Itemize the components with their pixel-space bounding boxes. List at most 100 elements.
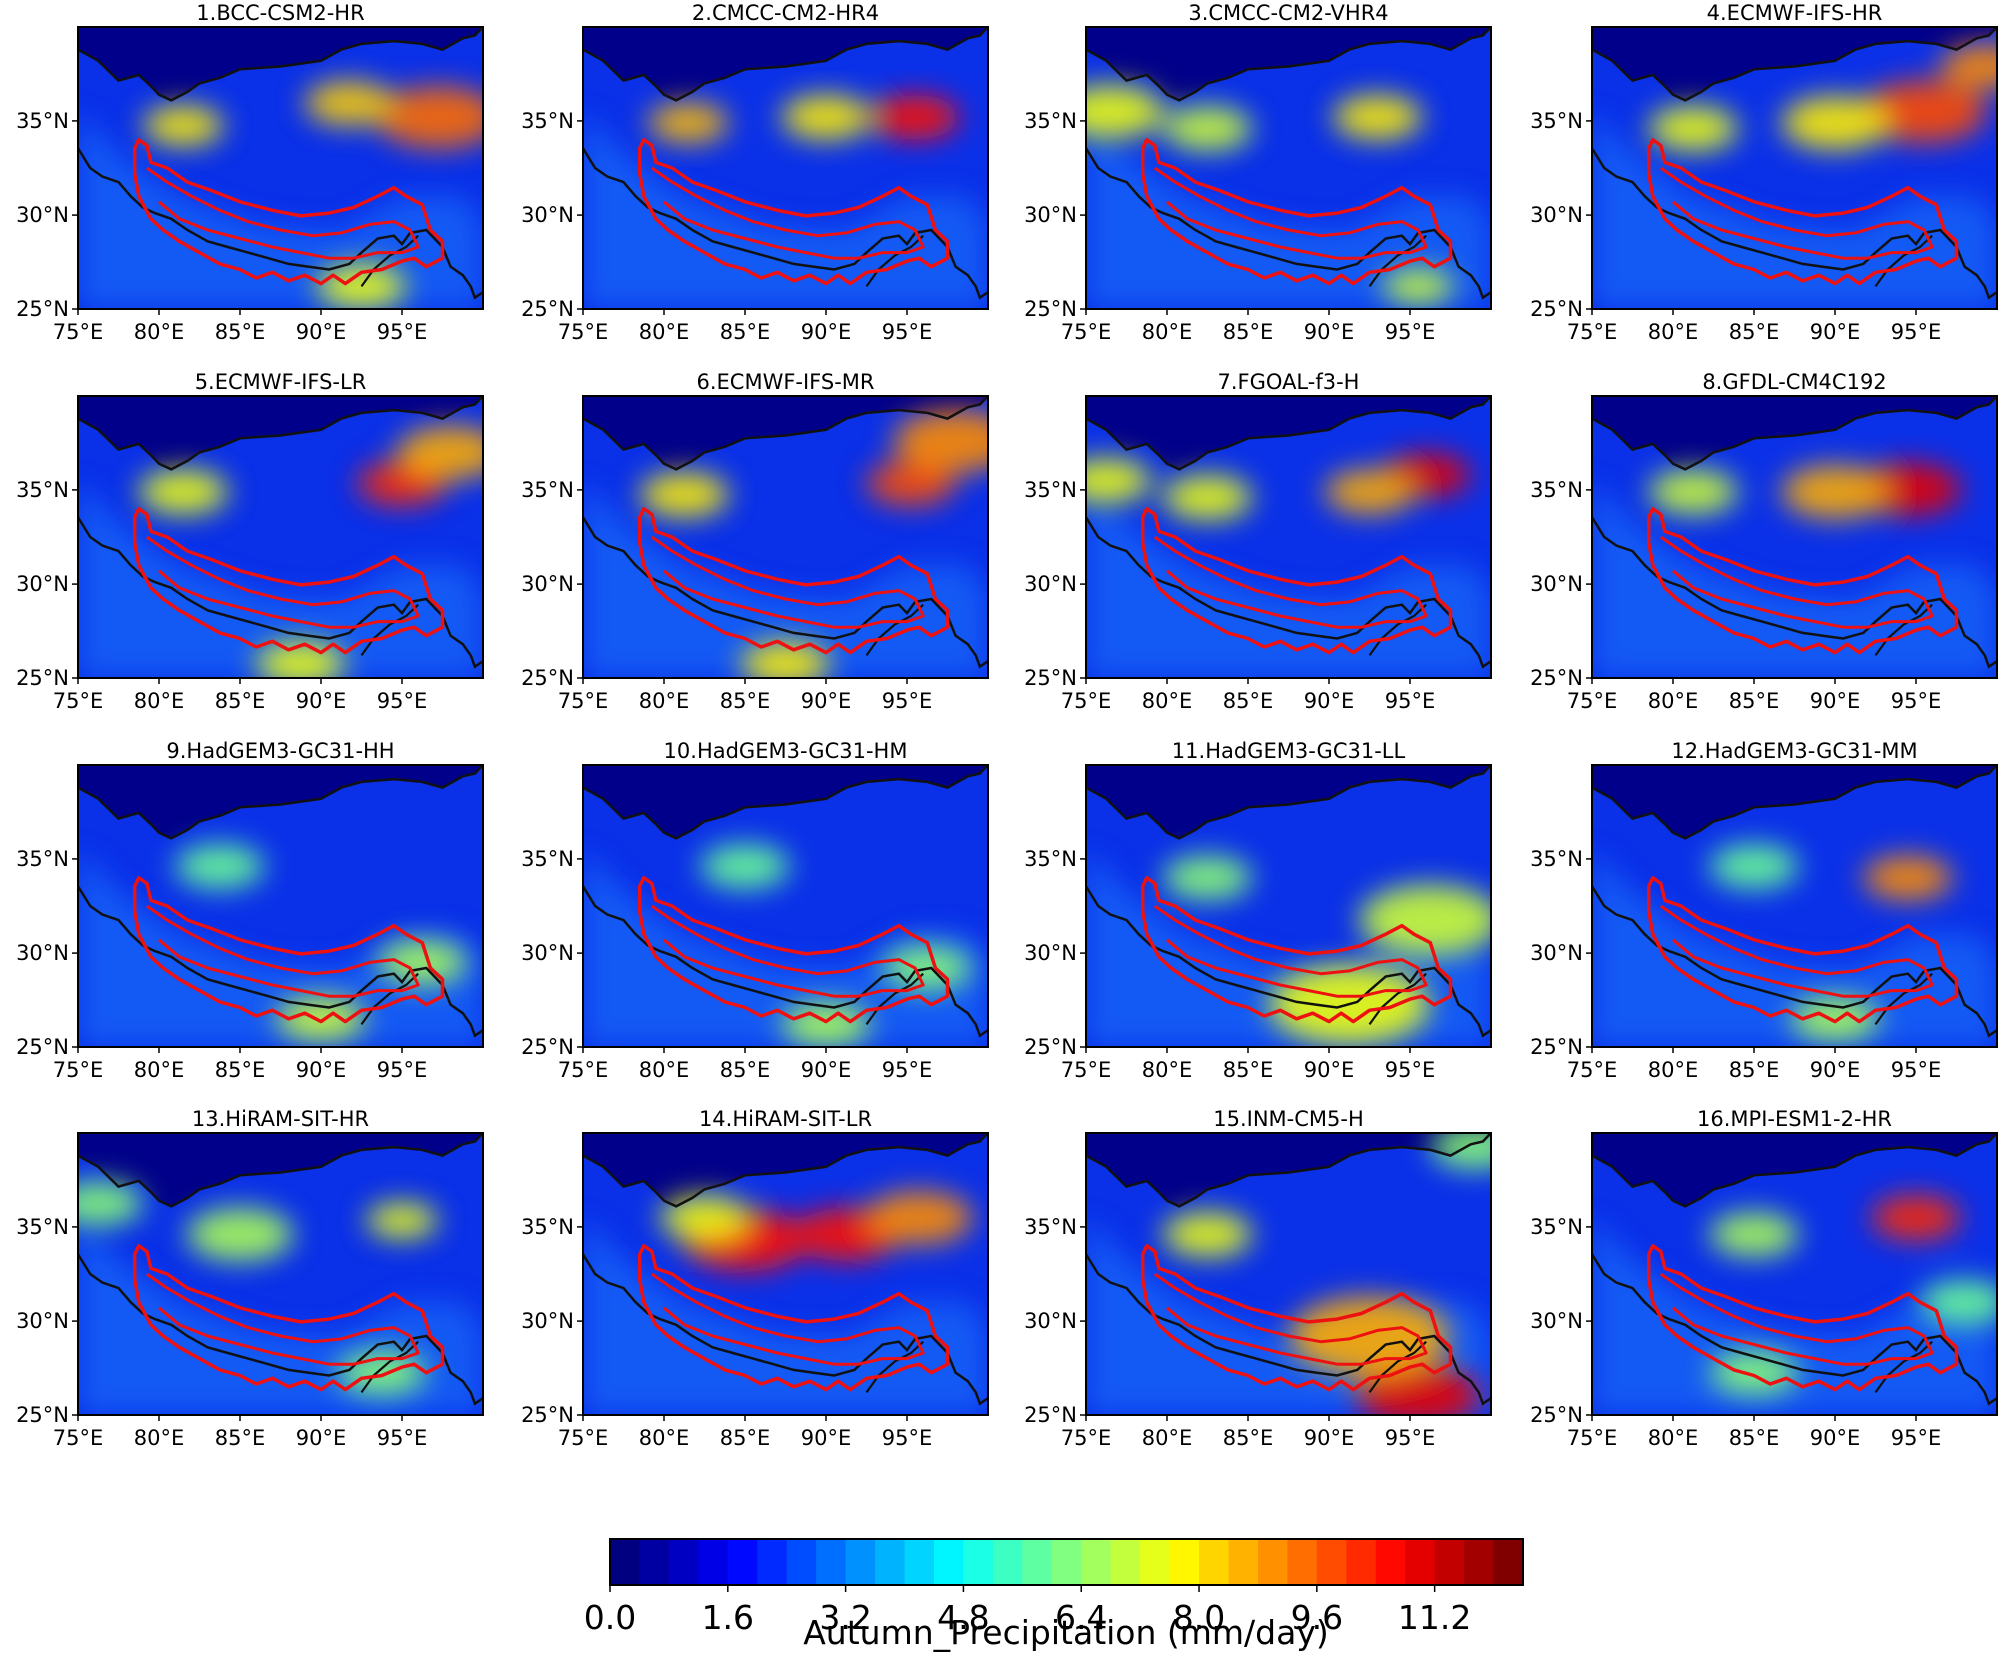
country-border bbox=[78, 1253, 483, 1406]
dry-region bbox=[1086, 765, 1491, 839]
country-border bbox=[583, 885, 988, 1038]
colorbar-title: Autumn_Precipitation (mm/day) bbox=[803, 1613, 1329, 1652]
country-border bbox=[1086, 147, 1491, 300]
x-tick-label: 75°E bbox=[1567, 689, 1618, 713]
y-tick-label: 35°N bbox=[521, 847, 574, 871]
precip-hotspot bbox=[1648, 106, 1738, 151]
map-panel: 16.MPI-ESM1-2-HR 75°E 80°E 85°E 90°E 95°E 35°N… bbox=[1530, 1107, 1998, 1450]
dry-region bbox=[583, 27, 988, 101]
panel-title: 9.HadGEM3-GC31-HH bbox=[166, 739, 394, 763]
x-tick-label: 90°E bbox=[296, 320, 347, 344]
country-border bbox=[1592, 765, 1997, 840]
precip-hotspot bbox=[377, 940, 467, 985]
y-tick-label: 25°N bbox=[1024, 1403, 1077, 1427]
panel-frame bbox=[1085, 764, 1492, 1048]
country-border bbox=[583, 396, 988, 471]
dry-region bbox=[583, 1133, 988, 1207]
y-tick-label: 30°N bbox=[1530, 941, 1583, 965]
map-panel: 11.HadGEM3-GC31-LL 75°E 80°E 85°E 90°E 95°E 35… bbox=[1024, 739, 1492, 1082]
basin-outline bbox=[637, 507, 950, 655]
y-tick-label: 35°N bbox=[521, 109, 574, 133]
colorbar-cell bbox=[1140, 1539, 1171, 1585]
basin-outline bbox=[132, 138, 445, 286]
precip-hotspot bbox=[1920, 1279, 1997, 1325]
panel-frame bbox=[1591, 764, 1998, 1048]
country-border bbox=[1368, 972, 1427, 1026]
x-tick-label: 75°E bbox=[1061, 320, 1112, 344]
x-tick-label: 95°E bbox=[1891, 1426, 1942, 1450]
colorbar-tick-label: 4.8 bbox=[937, 1598, 989, 1637]
precip-hotspot bbox=[1162, 1212, 1253, 1257]
precip-hotspot bbox=[1324, 469, 1415, 515]
x-tick-label: 80°E bbox=[639, 320, 690, 344]
y-tick-label: 35°N bbox=[1530, 847, 1583, 871]
colorbar-cell bbox=[1493, 1539, 1524, 1585]
colorbar-cell bbox=[1257, 1539, 1288, 1585]
y-tick-label: 30°N bbox=[1024, 1309, 1077, 1333]
y-tick-label: 35°N bbox=[1024, 109, 1077, 133]
precip-hotspot bbox=[138, 469, 228, 515]
panel-frame bbox=[1085, 1132, 1492, 1416]
x-tick-label: 75°E bbox=[53, 1426, 104, 1450]
hotspots bbox=[138, 425, 483, 678]
basin-outline bbox=[637, 876, 950, 1024]
x-tick-label: 90°E bbox=[801, 1426, 852, 1450]
colorbar-cell bbox=[845, 1539, 876, 1585]
x-tick-label: 80°E bbox=[639, 1426, 690, 1450]
x-tick-label: 90°E bbox=[1304, 1426, 1355, 1450]
precip-field bbox=[78, 765, 483, 1047]
panel-frame bbox=[1591, 395, 1998, 679]
precip-hotspot bbox=[1861, 80, 1987, 143]
precip-hotspot bbox=[256, 641, 346, 678]
country-border bbox=[1368, 234, 1427, 288]
panel-title: 13.HiRAM-SIT-HR bbox=[192, 1107, 369, 1131]
panel-title: 16.MPI-ESM1-2-HR bbox=[1697, 1107, 1892, 1131]
country-border bbox=[1592, 1133, 1997, 1208]
x-tick-label: 95°E bbox=[1891, 320, 1942, 344]
panel-title: 1.BCC-CSM2-HR bbox=[196, 1, 364, 25]
basin-outline bbox=[1153, 904, 1428, 998]
y-tick-label: 25°N bbox=[1530, 1403, 1583, 1427]
country-border bbox=[78, 765, 483, 840]
colorbar-cell bbox=[1405, 1539, 1436, 1585]
colorbar-cell bbox=[639, 1539, 670, 1585]
x-tick-label: 95°E bbox=[377, 1426, 428, 1450]
country-border bbox=[78, 1133, 483, 1208]
colorbar-cell bbox=[1169, 1539, 1200, 1585]
x-tick-label: 75°E bbox=[53, 1058, 104, 1082]
panel-title: 6.ECMWF-IFS-MR bbox=[696, 370, 874, 394]
country-border bbox=[1874, 234, 1933, 288]
x-tick-label: 95°E bbox=[882, 689, 933, 713]
colorbar-tick-label: 9.6 bbox=[1291, 1598, 1343, 1637]
precip-hotspot bbox=[1709, 844, 1799, 889]
x-tick-label: 85°E bbox=[1729, 320, 1780, 344]
x-tick-label: 85°E bbox=[1223, 1426, 1274, 1450]
x-tick-label: 85°E bbox=[1223, 1058, 1274, 1082]
colorbar-cell bbox=[992, 1539, 1023, 1585]
x-tick-label: 85°E bbox=[720, 1426, 771, 1450]
precip-field bbox=[78, 27, 483, 309]
x-tick-label: 80°E bbox=[1648, 689, 1699, 713]
precip-hotspot bbox=[1382, 268, 1454, 305]
basin-outline bbox=[651, 904, 925, 998]
precip-hotspot bbox=[1358, 884, 1491, 956]
precip-hotspot bbox=[376, 86, 483, 149]
x-tick-label: 90°E bbox=[1810, 1058, 1861, 1082]
basin-outline bbox=[146, 1272, 420, 1366]
panel-frame bbox=[1591, 26, 1998, 310]
precip-hotspot bbox=[1430, 1133, 1491, 1170]
precip-hotspot bbox=[1648, 469, 1738, 515]
panel-title: 4.ECMWF-IFS-HR bbox=[1707, 1, 1883, 25]
y-tick-label: 35°N bbox=[1024, 478, 1077, 502]
precip-field bbox=[1592, 396, 1997, 678]
hotspots bbox=[1648, 44, 1997, 151]
precip-field bbox=[583, 27, 988, 309]
basin-outline bbox=[1646, 138, 1959, 286]
x-tick-label: 75°E bbox=[558, 1058, 609, 1082]
hotspots bbox=[143, 80, 483, 309]
precip-field bbox=[78, 1133, 483, 1415]
y-tick-label: 30°N bbox=[1024, 203, 1077, 227]
x-tick-label: 75°E bbox=[1567, 320, 1618, 344]
precip-field bbox=[1592, 765, 1997, 1047]
basin-outline bbox=[1646, 876, 1959, 1024]
